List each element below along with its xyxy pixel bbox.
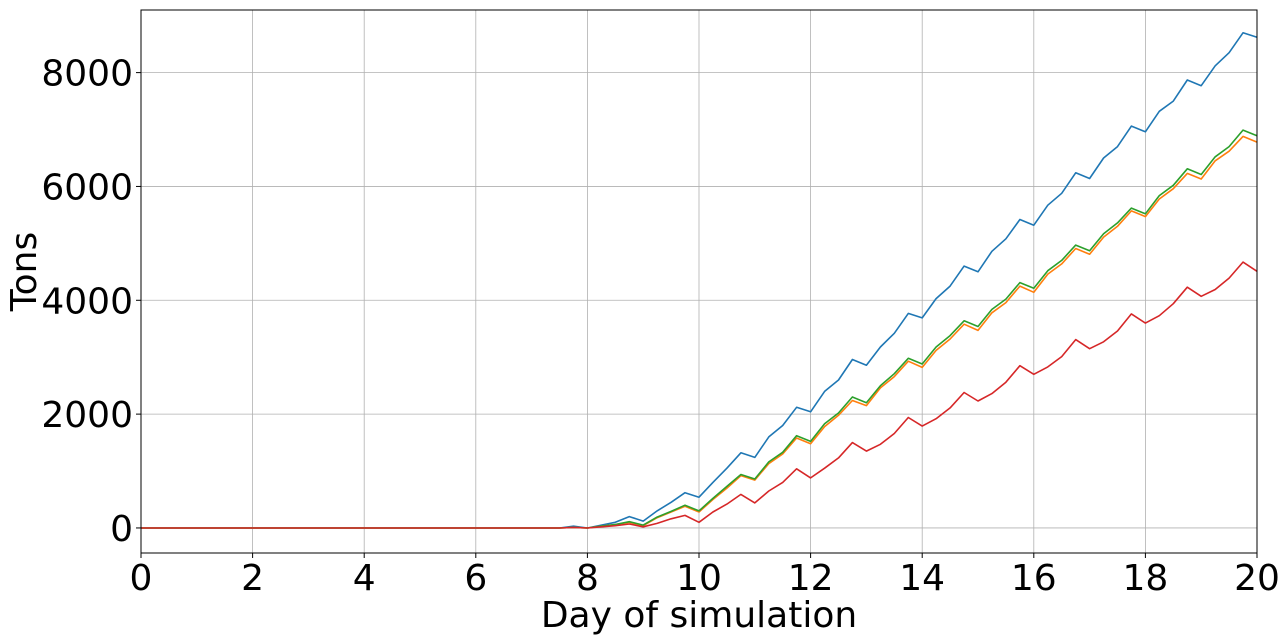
- x-axis-ticks: 0 2 4 6 8 10 12 14 16 18 20: [130, 553, 1280, 599]
- y-tick-label: 4000: [41, 281, 133, 322]
- x-tick-label: 2: [241, 558, 264, 599]
- x-tick-label: 8: [576, 558, 599, 599]
- x-tick-label: 16: [1011, 558, 1057, 599]
- y-tick-label: 8000: [41, 54, 133, 95]
- y-tick-label: 0: [110, 509, 133, 550]
- series-line-4: [141, 261, 1258, 529]
- gridlines: [140, 10, 1258, 553]
- y-tick-label: 2000: [41, 395, 133, 436]
- x-tick-label: 0: [130, 558, 153, 599]
- y-tick-label: 6000: [41, 167, 133, 208]
- y-axis-ticks: 0 2000 4000 6000 8000: [41, 54, 141, 550]
- x-tick-label: 14: [899, 558, 945, 599]
- series-lines: [141, 31, 1258, 529]
- x-tick-label: 6: [464, 558, 487, 599]
- series-line-3: [141, 129, 1258, 529]
- x-tick-label: 20: [1234, 558, 1280, 599]
- x-tick-label: 12: [788, 558, 834, 599]
- x-axis-label: Day of simulation: [541, 595, 857, 636]
- x-tick-label: 18: [1122, 558, 1168, 599]
- series-line-1: [141, 31, 1258, 529]
- y-axis-label: Tons: [4, 232, 45, 312]
- x-tick-label: 4: [353, 558, 376, 599]
- x-tick-label: 10: [676, 558, 722, 599]
